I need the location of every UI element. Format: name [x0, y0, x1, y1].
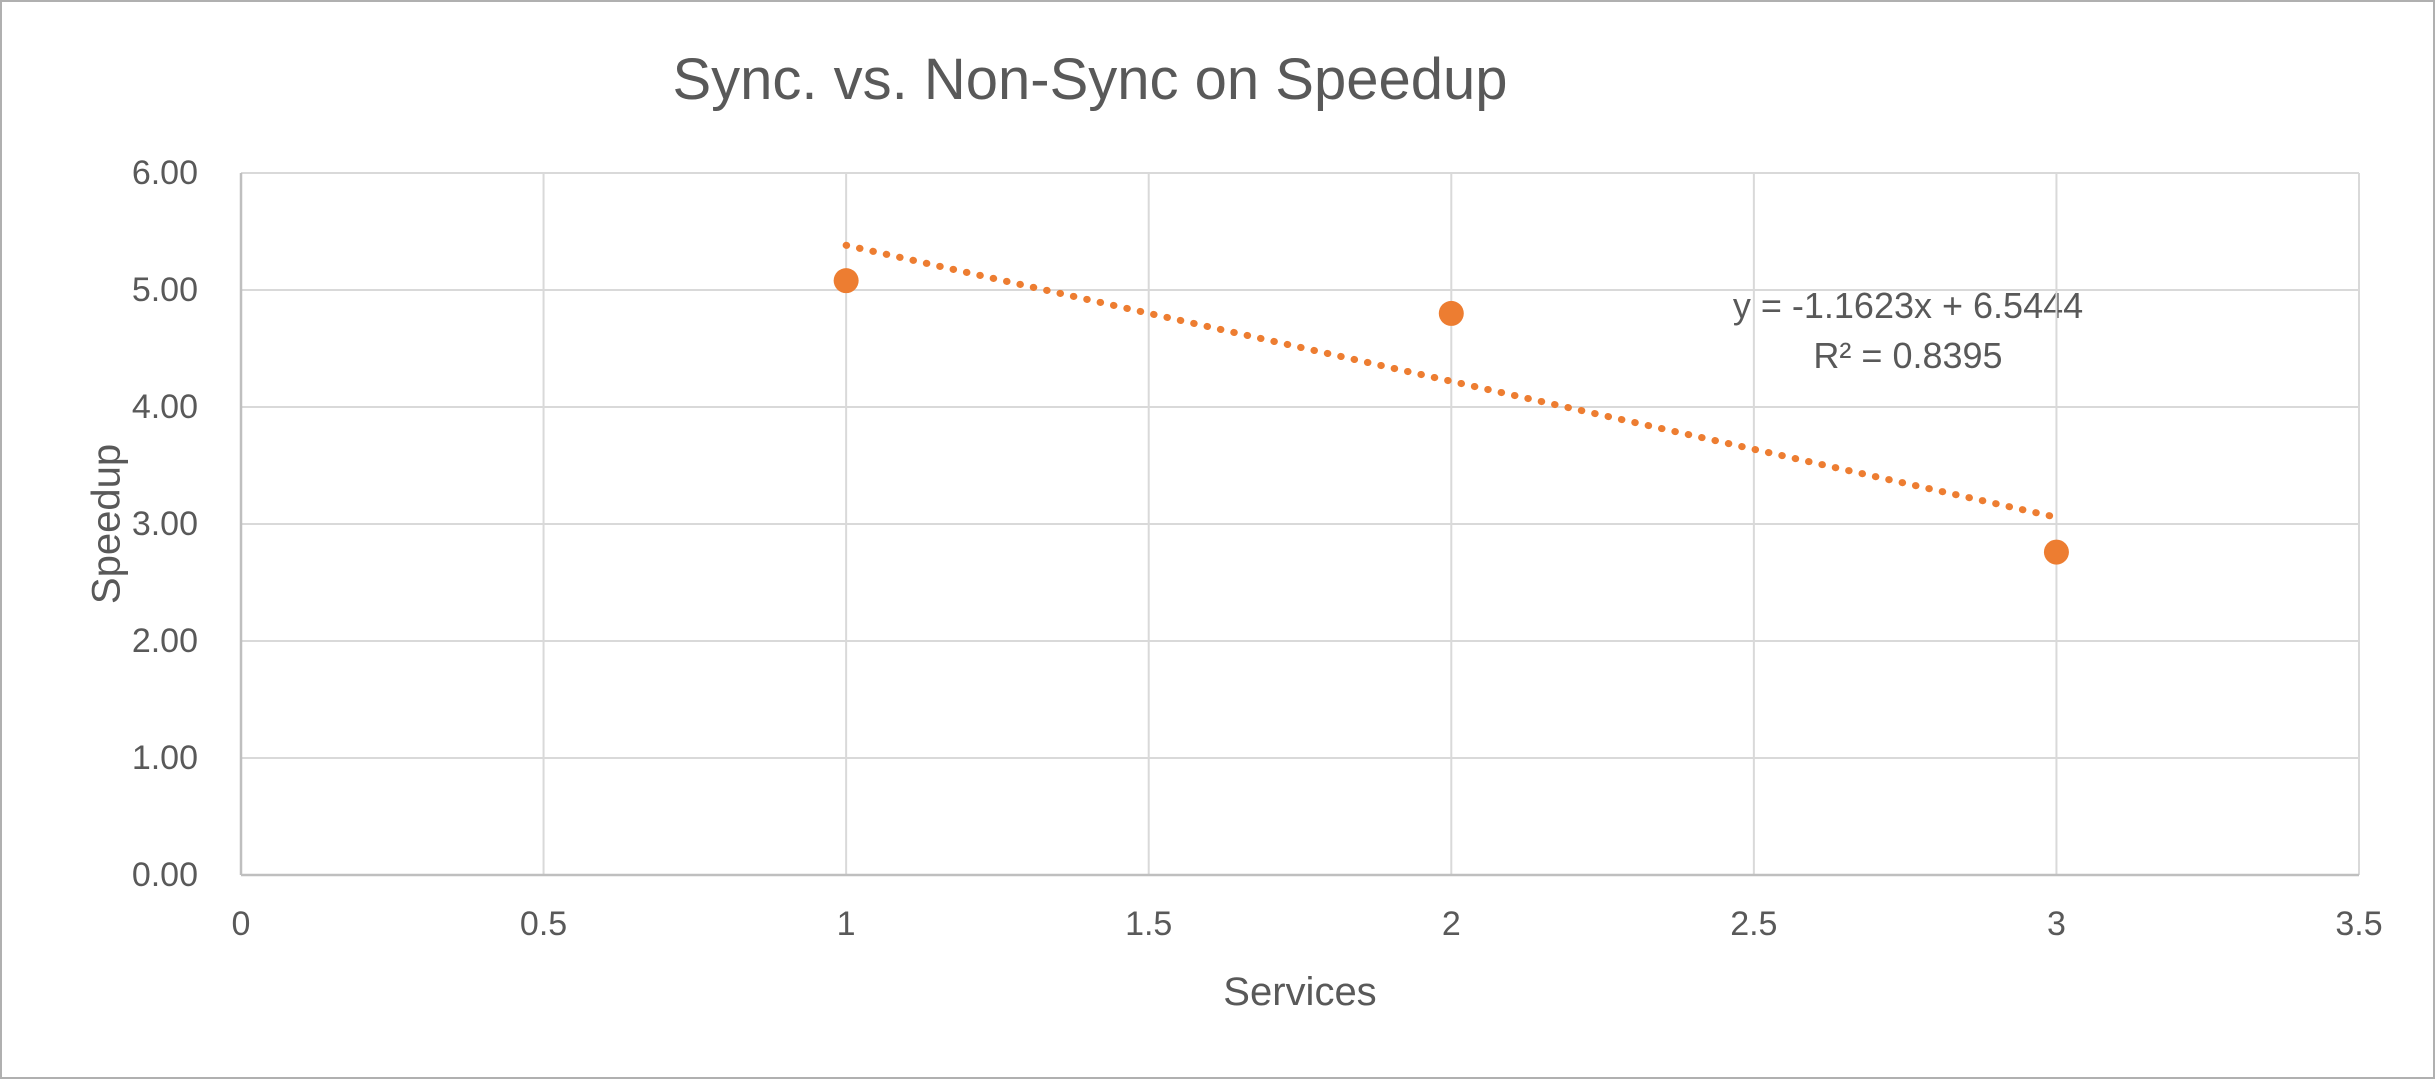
data-point-marker	[833, 268, 859, 294]
trendline-equation: y = -1.1623x + 6.5444	[1732, 285, 2084, 326]
trendline-r-squared: R² = 0.8395	[1813, 335, 2003, 376]
x-axis-tick-label: 3	[2046, 905, 2066, 943]
data-point-marker	[2043, 539, 2069, 565]
y-axis-tick-label: 5.00	[131, 271, 198, 309]
x-axis-tick-label: 3.5	[2335, 905, 2383, 943]
plot-area	[239, 172, 2360, 877]
x-axis-title: Services	[1223, 970, 1377, 1014]
x-axis-tick-label: 1	[836, 905, 856, 943]
y-axis-tick-label: 6.00	[131, 154, 198, 192]
y-axis-tick-label: 1.00	[131, 739, 198, 777]
y-axis-tick-label: 3.00	[131, 505, 198, 543]
x-axis-tick-label: 0	[231, 905, 251, 943]
data-point-marker	[1438, 300, 1464, 326]
y-axis-tick-label: 2.00	[131, 622, 198, 660]
x-axis-tick-label: 0.5	[519, 905, 568, 943]
x-axis-tick-label: 1.5	[1125, 905, 1173, 943]
x-axis-tick-label: 2	[1441, 905, 1461, 943]
trendline	[842, 241, 2060, 521]
trendline-label: y = -1.1623x + 6.5444 R² = 0.8395	[1733, 281, 2083, 381]
y-axis-tick-label: 0.00	[131, 856, 198, 894]
chart-title: Sync. vs. Non-Sync on Speedup	[672, 47, 1508, 112]
x-axis-tick-label: 2.5	[1730, 905, 1778, 943]
y-axis-tick-label: 4.00	[131, 388, 198, 426]
